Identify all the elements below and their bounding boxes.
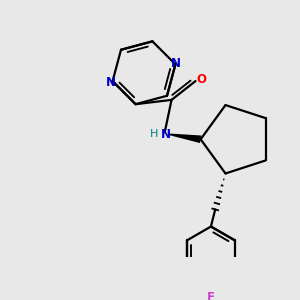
Text: N: N (106, 76, 116, 88)
Text: N: N (171, 57, 181, 70)
Text: F: F (207, 291, 215, 300)
Text: O: O (196, 73, 206, 86)
Text: H: H (150, 129, 159, 139)
Text: N: N (160, 128, 170, 141)
Polygon shape (168, 134, 201, 143)
